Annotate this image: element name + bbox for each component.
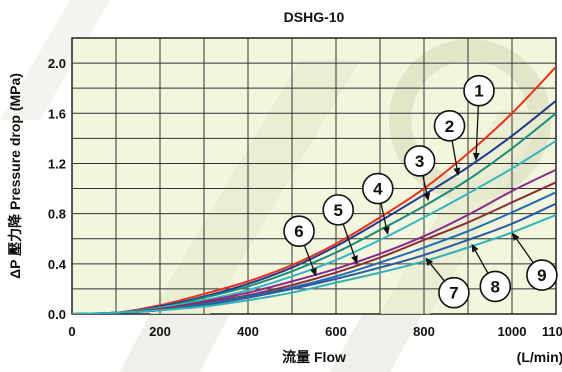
x-tick-label: 1000 (498, 324, 527, 339)
x-axis-unit: (L/min) (517, 349, 562, 365)
callout-circle-5 (322, 194, 355, 226)
y-tick-label: 0.8 (48, 207, 66, 222)
series-line-4 (72, 140, 556, 314)
series-lines (72, 66, 556, 314)
callout-label-7: 7 (449, 284, 458, 303)
callout-arrow-3 (422, 175, 428, 196)
callout-arrow-4 (380, 203, 388, 230)
series-line-9 (72, 213, 556, 314)
callout-arrowhead-5 (351, 255, 358, 264)
callout-arrow-7 (428, 261, 445, 282)
callout-label-2: 2 (445, 117, 454, 136)
callout-arrow-6 (303, 244, 315, 271)
y-tick-label: 0.0 (48, 307, 66, 322)
x-tick-label: 200 (149, 324, 171, 339)
callout-arrowhead-7 (425, 257, 434, 266)
x-tick-label: 400 (237, 324, 259, 339)
callout-arrowhead-1 (472, 152, 480, 161)
callout-circle-2 (433, 110, 466, 142)
y-tick-label: 1.6 (48, 106, 66, 121)
callout-arrowhead-9 (512, 232, 520, 242)
x-tick-label: 600 (325, 324, 347, 339)
callout-arrowhead-6 (310, 267, 317, 277)
callout-label-4: 4 (373, 180, 383, 199)
callout-circle-3 (403, 145, 436, 177)
callout-label-3: 3 (415, 152, 424, 171)
callout-arrow-9 (514, 236, 534, 264)
callout-label-6: 6 (294, 222, 303, 241)
y-tick-label: 0.4 (48, 257, 67, 272)
callout-circle-6 (283, 215, 315, 247)
callout-arrow-1 (475, 105, 479, 155)
series-line-2 (72, 99, 556, 314)
callout-label-5: 5 (333, 201, 342, 220)
callout-arrow-8 (473, 248, 489, 274)
callout-circle-4 (361, 172, 394, 205)
series-callouts: 1 2 3 4 5 6 7 8 9 (283, 74, 558, 309)
y-tick-label: 1.2 (48, 156, 66, 171)
x-axis-label: 流量 Flow (282, 349, 346, 365)
callout-circle-7 (438, 276, 470, 309)
x-tick-label: 0 (68, 324, 75, 339)
callout-arrowhead-4 (382, 226, 390, 235)
series-line-6 (72, 181, 556, 314)
x-tick-label: 800 (413, 324, 435, 339)
series-line-1 (72, 66, 556, 314)
callout-arrow-2 (451, 140, 458, 171)
callout-label-9: 9 (537, 266, 546, 285)
callout-circle-8 (479, 270, 512, 303)
callout-arrowhead-2 (453, 167, 461, 176)
chart-title: DSHG-10 (284, 9, 345, 25)
callout-label-1: 1 (474, 82, 483, 101)
y-axis-label: ΔP 壓力降 Pressure drop (MPa) (7, 73, 23, 279)
callout-circle-9 (526, 259, 558, 291)
callout-label-8: 8 (491, 277, 500, 296)
callout-arrowhead-3 (423, 192, 431, 202)
y-tick-label: 2.0 (48, 56, 66, 71)
callout-circle-1 (463, 74, 495, 107)
callout-arrowhead-8 (471, 243, 479, 253)
plot-watermark (150, 39, 551, 314)
callout-arrow-5 (342, 223, 356, 259)
